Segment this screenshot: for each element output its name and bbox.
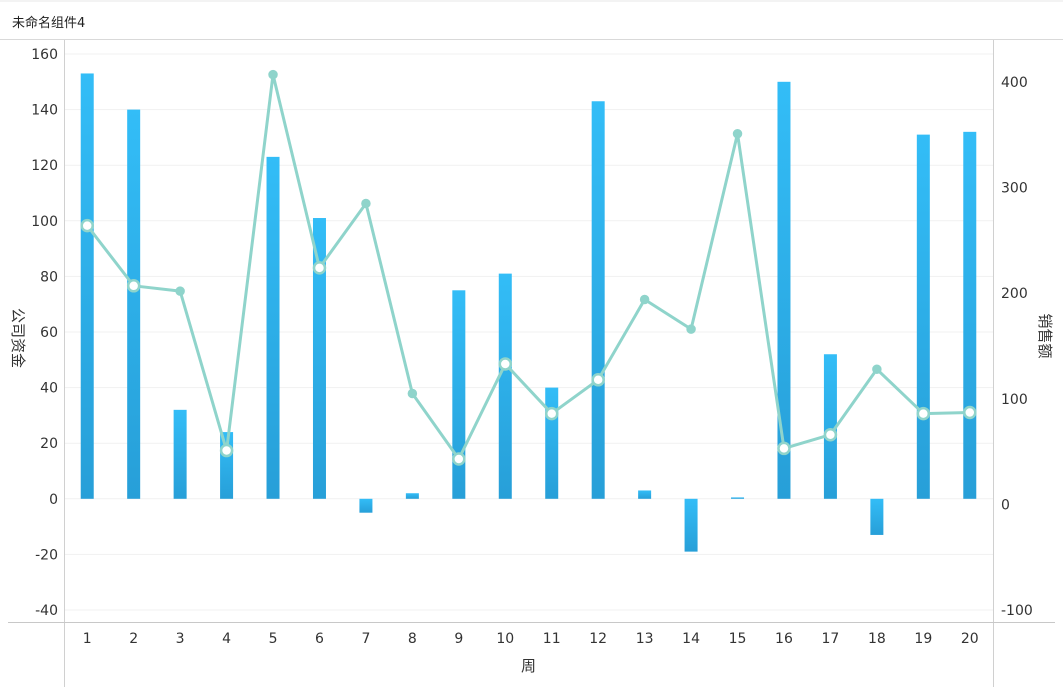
y-left-tick-label: 160 (31, 47, 58, 63)
line-point (80, 218, 94, 233)
y-left-tick-label: 120 (31, 158, 58, 174)
bar (591, 101, 605, 499)
line-point (686, 324, 696, 334)
panel-title: 未命名组件4 (12, 16, 86, 31)
y-left-tick-label: 40 (40, 381, 58, 397)
y-right-tick-label: 200 (1001, 286, 1028, 302)
x-tick-label: 8 (408, 631, 417, 647)
bar (312, 218, 326, 499)
bar (405, 493, 419, 499)
line-point (175, 286, 185, 296)
bar (80, 73, 94, 499)
y-left-tick-label: 0 (49, 492, 58, 508)
x-tick-label: 3 (176, 631, 185, 647)
x-axis-title: 周 (521, 657, 536, 675)
y-right-tick-label: 400 (1001, 75, 1028, 91)
x-tick-label: 20 (961, 631, 979, 647)
y-right-tick-label: -100 (1001, 603, 1033, 619)
line-point (407, 388, 418, 399)
x-tick-label: 4 (222, 631, 231, 647)
bar (823, 354, 837, 499)
line-point (639, 294, 650, 305)
y-left-tick-label: 20 (40, 436, 58, 452)
x-tick-label: 2 (129, 631, 138, 647)
bar-series (80, 73, 977, 552)
bar (684, 498, 698, 552)
x-tick-label: 18 (868, 631, 886, 647)
bar (777, 81, 791, 499)
x-tick-label: 11 (543, 631, 561, 647)
x-tick-label: 1 (83, 631, 92, 647)
bar (916, 134, 930, 499)
y-right-axis-title: 销售额 (1036, 313, 1054, 358)
bar (173, 409, 187, 499)
x-tick-label: 19 (914, 631, 932, 647)
y-right-tick-label: 0 (1001, 497, 1010, 513)
x-tick-label: 9 (454, 631, 463, 647)
x-tick-label: 6 (315, 631, 324, 647)
line-point (544, 406, 559, 421)
x-tick-label: 15 (729, 631, 747, 647)
grid-lines (64, 53, 993, 611)
x-tick-label: 16 (775, 631, 793, 647)
y-left-tick-label: -20 (35, 547, 58, 563)
x-tick-label: 5 (269, 631, 278, 647)
x-tick-label: 7 (361, 631, 370, 647)
panel-header: 未命名组件4 (0, 0, 1063, 40)
x-tick-label: 12 (589, 631, 607, 647)
y-right-tick-label: 100 (1001, 392, 1028, 408)
y-left-axis-title: 公司资金 (9, 308, 27, 368)
bar (266, 156, 280, 499)
line-point (312, 261, 327, 275)
bar (963, 131, 977, 499)
line-point (823, 427, 838, 442)
y-left-tick-label: 60 (40, 325, 58, 341)
axes: -40-20020406080100120140160-100010020030… (8, 40, 1055, 687)
line-point (591, 373, 605, 387)
bar (731, 497, 745, 499)
y-left-tick-label: 80 (40, 269, 58, 285)
line-point (361, 198, 371, 209)
y-right-tick-label: 300 (1001, 181, 1028, 197)
line-point (963, 405, 977, 420)
line-point (268, 69, 278, 80)
y-left-tick-label: 100 (31, 214, 58, 230)
bar (452, 290, 466, 499)
line-point (732, 128, 743, 139)
combo-chart: -40-20020406080100120140160-100010020030… (8, 40, 1055, 687)
line-point (452, 452, 466, 466)
line-series (80, 69, 977, 466)
bar (127, 109, 141, 499)
line-point (916, 406, 931, 421)
x-tick-label: 10 (496, 631, 514, 647)
line-point (498, 357, 513, 371)
line-point (872, 364, 882, 374)
bar (638, 490, 652, 499)
bar (545, 387, 559, 499)
y-left-tick-label: 140 (31, 103, 58, 119)
x-tick-label: 14 (682, 631, 700, 647)
bar (870, 498, 884, 535)
x-tick-label: 17 (822, 631, 840, 647)
line-point (126, 279, 141, 293)
bar (498, 273, 512, 499)
bar (359, 498, 373, 513)
y-left-tick-label: -40 (35, 603, 58, 619)
line-point (777, 441, 791, 456)
line-path (86, 73, 970, 461)
x-tick-label: 13 (636, 631, 654, 647)
line-point (219, 443, 234, 458)
